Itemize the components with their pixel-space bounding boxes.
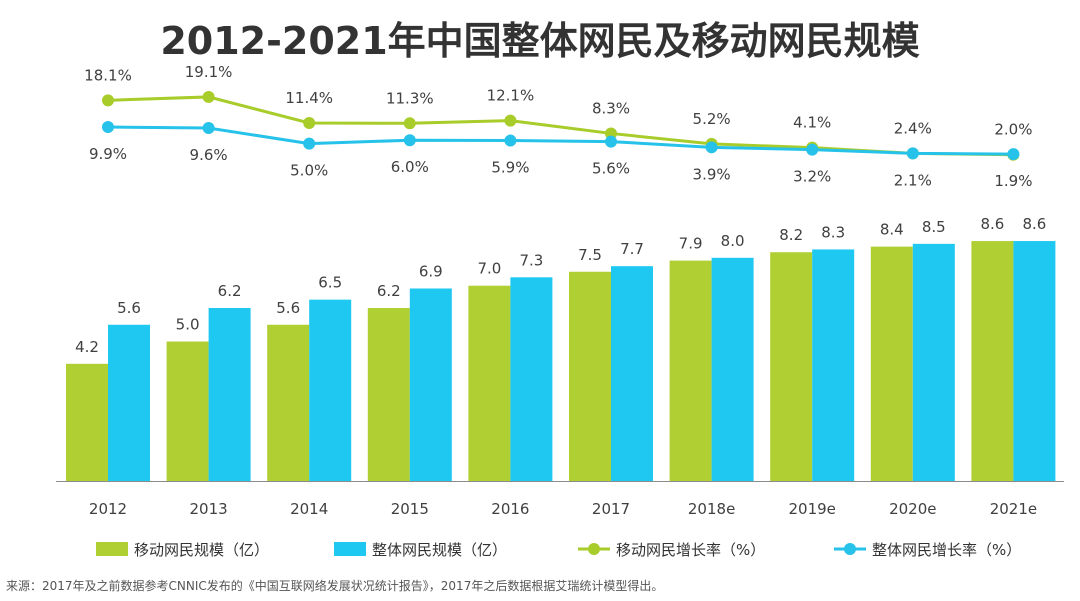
x-tick-label-2021e: 2021e	[990, 500, 1037, 518]
point-label-mobile-growth-2016: 12.1%	[487, 87, 535, 105]
x-tick-label-2016: 2016	[491, 500, 529, 518]
legend-marker-mobile-growth	[588, 543, 600, 555]
bar-label-mobile-2019e: 8.2	[779, 226, 803, 244]
x-tick-label-2015: 2015	[391, 500, 429, 518]
bar-mobile-2018e	[669, 260, 712, 481]
bar-total-2015	[409, 288, 452, 481]
bar-mobile-2020e	[870, 246, 913, 481]
point-total-growth-2016	[504, 134, 517, 147]
point-label-mobile-growth-2013: 19.1%	[185, 63, 233, 81]
bar-total-2019e	[812, 249, 855, 481]
point-label-total-growth-2014: 5.0%	[290, 162, 328, 180]
point-total-growth-2021e	[1007, 148, 1020, 161]
bar-mobile-2015	[367, 308, 410, 481]
point-label-mobile-growth-2015: 11.3%	[386, 89, 434, 107]
source-note: 来源：2017年及之前数据参考CNNIC发布的《中国互联网络发展状况统计报告》，…	[6, 579, 664, 593]
point-total-growth-2012	[102, 121, 114, 134]
bar-total-2016	[510, 277, 553, 481]
bar-mobile-2012	[66, 363, 108, 481]
point-label-mobile-growth-2014: 11.4%	[285, 89, 333, 107]
bar-label-mobile-2013: 5.0	[176, 316, 200, 334]
bar-label-total-2017: 7.7	[620, 240, 644, 258]
bar-label-mobile-2021e: 8.6	[980, 215, 1004, 233]
point-label-mobile-growth-2020e: 2.4%	[894, 119, 932, 137]
point-label-total-growth-2017: 5.6%	[592, 160, 630, 178]
point-mobile-growth-2014	[303, 116, 316, 129]
x-tick-label-2020e: 2020e	[889, 500, 936, 518]
x-tick-label-2018e: 2018e	[688, 500, 735, 518]
point-label-total-growth-2016: 5.9%	[491, 159, 529, 177]
bar-label-total-2015: 6.9	[419, 262, 443, 280]
point-total-growth-2019e	[806, 143, 819, 156]
point-mobile-growth-2012	[102, 94, 114, 107]
line-mobile-growth	[107, 95, 1014, 157]
chart-title: 2012-2021年中国整体网民及移动网民规模	[160, 19, 920, 63]
bar-mobile-2017	[569, 271, 611, 481]
bar-label-total-2016: 7.3	[519, 251, 543, 269]
point-label-total-growth-2020e: 2.1%	[894, 171, 932, 189]
x-tick-label-2014: 2014	[290, 500, 328, 518]
legend-label-mobile-growth: 移动网民增长率（%）	[616, 541, 765, 559]
bar-label-mobile-2016: 7.0	[477, 260, 501, 278]
legend-label-total-growth: 整体网民增长率（%）	[872, 541, 1021, 559]
bar-label-mobile-2014: 5.6	[276, 299, 300, 317]
point-mobile-growth-2013	[202, 90, 215, 103]
point-label-mobile-growth-2021e: 2.0%	[994, 121, 1032, 139]
bar-total-2012	[108, 324, 150, 481]
bar-label-total-2014: 6.5	[318, 274, 342, 292]
bar-label-mobile-2012: 4.2	[75, 338, 99, 356]
point-total-growth-2015	[403, 134, 416, 147]
legend-swatch-total-users	[334, 542, 366, 556]
bar-mobile-2014	[267, 324, 310, 481]
point-label-mobile-growth-2019e: 4.1%	[793, 114, 831, 132]
bar-total-2014	[309, 299, 352, 481]
point-label-total-growth-2021e: 1.9%	[994, 172, 1032, 190]
x-tick-label-2012: 2012	[89, 500, 127, 518]
point-mobile-growth-2015	[403, 117, 416, 130]
point-label-total-growth-2015: 6.0%	[391, 158, 429, 176]
bar-total-2013	[208, 308, 251, 481]
legend-label-mobile-users: 移动网民规模（亿）	[134, 541, 269, 559]
bar-label-mobile-2018e: 7.9	[679, 235, 703, 253]
bar-mobile-2016	[468, 285, 511, 481]
point-total-growth-2013	[202, 122, 215, 135]
bar-mobile-2021e	[971, 241, 1014, 481]
point-total-growth-2014	[303, 137, 316, 150]
point-total-growth-2017	[605, 135, 617, 148]
bar-label-total-2020e: 8.5	[922, 218, 946, 236]
point-label-mobile-growth-2012: 18.1%	[84, 66, 132, 84]
x-tick-label-2013: 2013	[190, 500, 228, 518]
point-label-total-growth-2012: 9.9%	[89, 145, 127, 163]
point-total-growth-2020e	[906, 147, 919, 160]
bar-label-total-2013: 6.2	[218, 282, 242, 300]
bar-total-2021e	[1013, 241, 1056, 481]
bar-label-mobile-2015: 6.2	[377, 282, 401, 300]
x-tick-label-2019e: 2019e	[788, 500, 835, 518]
bar-label-mobile-2020e: 8.4	[880, 221, 904, 239]
bar-label-total-2019e: 8.3	[821, 223, 845, 241]
legend-swatch-mobile-users	[96, 542, 128, 556]
point-label-total-growth-2018e: 3.9%	[693, 165, 731, 183]
x-tick-label-2017: 2017	[592, 500, 630, 518]
bar-mobile-2019e	[770, 252, 813, 481]
point-mobile-growth-2016	[504, 114, 517, 127]
bar-total-2018e	[711, 257, 754, 481]
bar-label-total-2021e: 8.6	[1022, 215, 1046, 233]
bar-total-2017	[611, 266, 653, 481]
point-label-total-growth-2013: 9.6%	[190, 146, 228, 164]
line-total-growth	[107, 125, 1014, 156]
legend-label-total-users: 整体网民规模（亿）	[372, 541, 507, 559]
bar-mobile-2013	[166, 341, 209, 481]
point-label-total-growth-2019e: 3.2%	[793, 168, 831, 186]
bar-label-mobile-2017: 7.5	[578, 246, 602, 264]
bar-total-2020e	[912, 243, 955, 481]
bar-label-total-2018e: 8.0	[721, 232, 745, 250]
bar-label-total-2012: 5.6	[117, 299, 141, 317]
legend-marker-total-growth	[844, 543, 856, 555]
point-total-growth-2018e	[705, 141, 718, 154]
point-label-mobile-growth-2018e: 5.2%	[693, 110, 731, 128]
point-label-mobile-growth-2017: 8.3%	[592, 99, 630, 117]
